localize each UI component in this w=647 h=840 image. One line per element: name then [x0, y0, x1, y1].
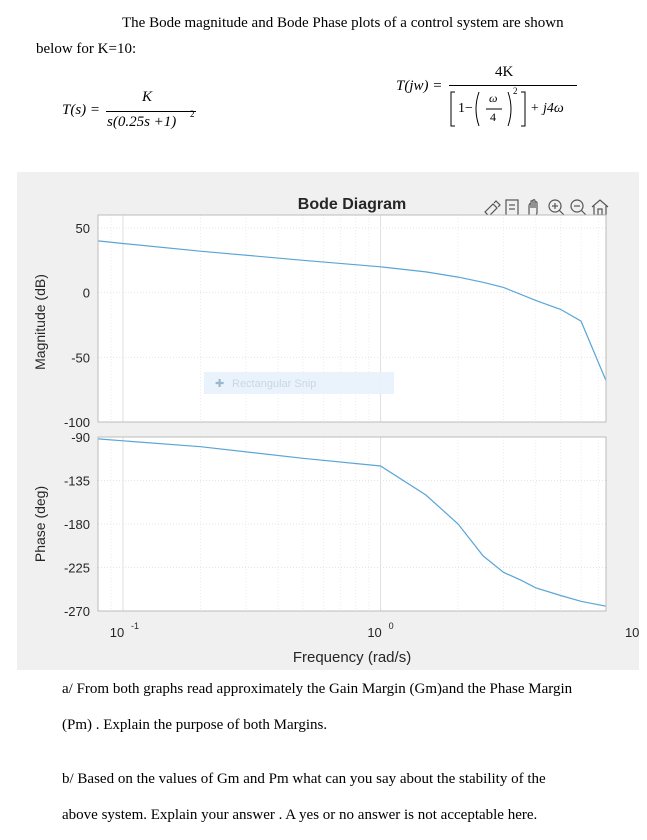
- formula-tjw-fraction-bar: [449, 85, 577, 86]
- xtick-exponent: -1: [131, 621, 139, 631]
- formula-tjw-four: 4: [490, 110, 496, 124]
- magnitude-axes-frame: [97, 214, 607, 423]
- question-a-line-1: a/ From both graphs read approximately t…: [62, 681, 573, 697]
- formula-tjw-brackets: [450, 91, 526, 127]
- zoom-in-icon[interactable]: [548, 199, 565, 216]
- xtick-exponent: 0: [389, 621, 394, 631]
- grid-layer: [97, 215, 606, 612]
- formula-ts-numerator: K: [142, 89, 153, 105]
- chart-title: Bode Diagram: [298, 196, 406, 213]
- question-b-line-1: b/ Based on the values of Gm and Pm what…: [62, 771, 546, 787]
- phase-series-line: [97, 438, 607, 607]
- bode-svg: Bode Diagram: [32, 196, 639, 666]
- xtick-label: 10: [110, 625, 124, 640]
- formula-ts-exponent: 2: [190, 109, 195, 119]
- magnitude-ytick-label: -100: [64, 415, 90, 430]
- formula-tjw-exponent: 2: [513, 86, 518, 96]
- series-layer: [97, 240, 607, 607]
- question-b-line-2: above system. Explain your answer . A ye…: [62, 807, 538, 823]
- phase-ytick-label: -270: [64, 604, 90, 619]
- zoom-out-icon[interactable]: [570, 199, 587, 216]
- question-a-line-2: (Pm) . Explain the purpose of both Margi…: [62, 717, 328, 733]
- magnitude-ytick-label: 50: [76, 221, 90, 236]
- magnitude-series-line: [97, 240, 607, 381]
- magnitude-ytick-label: -50: [71, 350, 90, 365]
- formula-tjw-lhs: T(jw) =: [396, 78, 443, 94]
- intro-line-1: The Bode magnitude and Bode Phase plots …: [122, 15, 564, 31]
- snip-overlay: ✚ Rectangular Snip: [204, 372, 394, 394]
- formula-tjw-one-minus: 1−: [458, 101, 473, 116]
- formula-tjw-plus-term: + j4ω: [530, 101, 564, 116]
- phase-ylabel: Phase (deg): [32, 486, 48, 562]
- phase-ytick-label: -225: [64, 561, 90, 576]
- home-icon[interactable]: [591, 199, 609, 216]
- phase-axes-frame: [97, 436, 607, 612]
- snip-overlay-icon: ✚: [215, 378, 224, 390]
- phase-ytick-label: -135: [64, 474, 90, 489]
- formula-ts-fraction-bar: [106, 111, 196, 112]
- phase-ytick-label: -180: [64, 517, 90, 532]
- bode-figure: Bode Diagram: [17, 172, 639, 670]
- magnitude-ytick-label: 0: [83, 286, 90, 301]
- formula-tjw-numerator: 4K: [495, 64, 514, 80]
- xtick-label: 10: [625, 625, 639, 640]
- pan-icon[interactable]: [528, 199, 538, 217]
- phase-ytick-label: -90: [71, 430, 90, 445]
- frequency-xlabel: Frequency (rad/s): [293, 649, 411, 666]
- intro-line-2: below for K=10:: [36, 41, 137, 57]
- data-tips-icon[interactable]: [505, 199, 519, 217]
- toolbar: [484, 199, 609, 217]
- formula-ts-denominator: s(0.25s +1): [107, 114, 177, 130]
- formula-ts-lhs: T(s) =: [62, 102, 101, 118]
- xtick-label: 10: [367, 625, 381, 640]
- formula-tjw-omega: ω: [489, 91, 498, 105]
- magnitude-ylabel: Magnitude (dB): [32, 274, 48, 370]
- brush-icon[interactable]: [484, 200, 501, 217]
- snip-overlay-label: Rectangular Snip: [232, 378, 316, 390]
